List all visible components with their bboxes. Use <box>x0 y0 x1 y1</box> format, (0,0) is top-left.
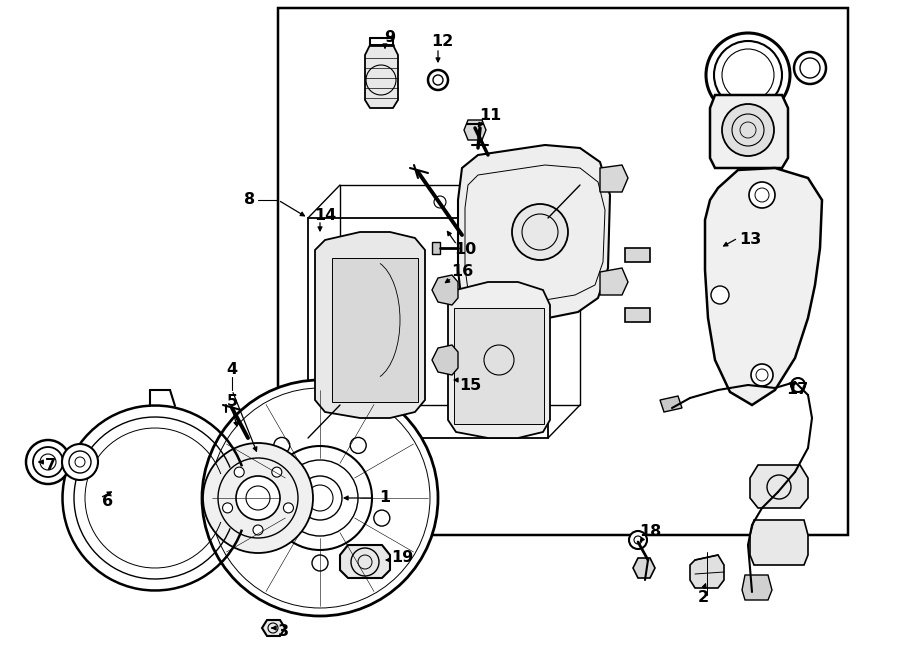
Circle shape <box>428 70 448 90</box>
Circle shape <box>250 510 266 526</box>
Polygon shape <box>262 620 285 636</box>
Text: 19: 19 <box>391 551 413 566</box>
Polygon shape <box>365 45 398 108</box>
Polygon shape <box>600 165 628 192</box>
Circle shape <box>722 104 774 156</box>
Polygon shape <box>432 345 458 375</box>
Circle shape <box>253 525 263 535</box>
Text: 17: 17 <box>786 383 808 397</box>
Circle shape <box>374 510 390 526</box>
Polygon shape <box>458 145 610 318</box>
Text: 3: 3 <box>277 623 289 639</box>
Polygon shape <box>660 396 682 412</box>
Circle shape <box>202 380 438 616</box>
Text: 12: 12 <box>431 34 453 50</box>
Circle shape <box>749 182 775 208</box>
Polygon shape <box>710 95 788 168</box>
Circle shape <box>791 378 805 392</box>
Circle shape <box>512 204 568 260</box>
Polygon shape <box>340 545 390 578</box>
Text: 11: 11 <box>479 108 501 122</box>
Circle shape <box>706 33 790 117</box>
Circle shape <box>222 503 232 513</box>
Text: 7: 7 <box>44 457 56 473</box>
Polygon shape <box>432 275 458 305</box>
Circle shape <box>298 476 342 520</box>
Polygon shape <box>625 248 650 262</box>
Circle shape <box>350 438 366 453</box>
Circle shape <box>272 467 282 477</box>
Polygon shape <box>464 120 486 140</box>
Circle shape <box>711 286 729 304</box>
Polygon shape <box>750 520 808 565</box>
Text: 8: 8 <box>245 192 256 208</box>
Polygon shape <box>315 232 425 418</box>
Polygon shape <box>454 308 544 424</box>
Circle shape <box>794 52 826 84</box>
Polygon shape <box>750 465 808 508</box>
Circle shape <box>234 467 244 477</box>
Polygon shape <box>448 282 550 438</box>
Circle shape <box>203 443 313 553</box>
Text: 13: 13 <box>739 233 761 247</box>
Circle shape <box>751 364 773 386</box>
Circle shape <box>274 438 290 453</box>
Polygon shape <box>332 258 418 402</box>
Text: 5: 5 <box>227 395 238 410</box>
Circle shape <box>284 503 293 513</box>
Text: 14: 14 <box>314 208 336 223</box>
Text: 15: 15 <box>459 377 482 393</box>
Text: 10: 10 <box>454 243 476 258</box>
Circle shape <box>236 476 280 520</box>
Polygon shape <box>625 308 650 322</box>
Circle shape <box>629 531 647 549</box>
Polygon shape <box>705 168 822 405</box>
Text: 4: 4 <box>227 362 238 377</box>
Polygon shape <box>432 242 440 254</box>
Polygon shape <box>742 575 772 600</box>
Text: 9: 9 <box>384 30 396 46</box>
Polygon shape <box>600 268 628 295</box>
Circle shape <box>26 440 70 484</box>
Polygon shape <box>690 555 724 588</box>
Circle shape <box>62 444 98 480</box>
Text: 16: 16 <box>451 264 473 280</box>
Text: 18: 18 <box>639 524 662 539</box>
Text: 1: 1 <box>380 490 391 506</box>
Text: 2: 2 <box>698 590 708 605</box>
Polygon shape <box>633 558 655 578</box>
Text: 6: 6 <box>103 494 113 510</box>
Circle shape <box>312 555 328 571</box>
